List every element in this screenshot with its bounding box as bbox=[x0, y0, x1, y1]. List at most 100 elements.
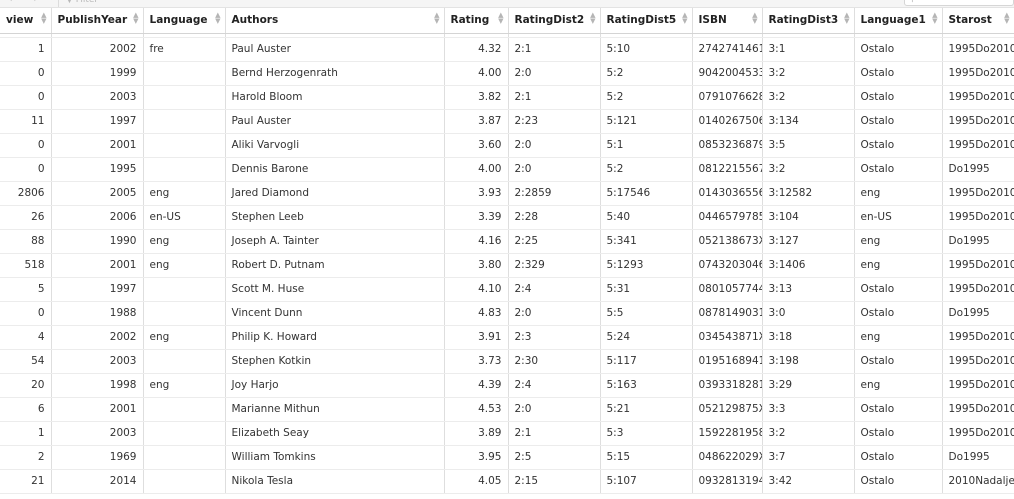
table-cell: 1995Do2010 bbox=[942, 85, 1014, 110]
table-cell: 3:0 bbox=[762, 301, 855, 326]
table-row[interactable]: 21 2014 Nikola Tesla 4.05 2:15 5:107 093281319… bbox=[0, 469, 1014, 494]
table-cell: 2:0 bbox=[508, 397, 601, 422]
column-header[interactable]: Language1 ▲ ▼ bbox=[854, 8, 943, 34]
data-table: view ▲ ▼ PublishYear ▲ ▼ Language ▲ ▼ Authors ▲ ▼ Ra… bbox=[0, 8, 1014, 494]
table-cell: 0743203046 bbox=[692, 253, 763, 278]
table-row[interactable]: 20 1998 eng Joy Harjo 4.39 2:4 5:163 0393318281… bbox=[0, 373, 1014, 398]
table-row[interactable]: 1 2002 fre Paul Auster 4.32 2:1 5:10 2742741461… bbox=[0, 37, 1014, 62]
table-row[interactable]: 0 2001 Aliki Varvogli 3.60 2:0 5:1 0853236879 3… bbox=[0, 133, 1014, 158]
column-header-label: ISBN bbox=[698, 14, 727, 27]
table-cell: en-US bbox=[143, 205, 226, 230]
sort-icon[interactable]: ▲ ▼ bbox=[752, 11, 758, 25]
sort-icon[interactable]: ▲ ▼ bbox=[133, 11, 139, 25]
column-header[interactable]: Authors ▲ ▼ bbox=[225, 8, 445, 34]
table-cell: 5:40 bbox=[600, 205, 693, 230]
table-cell bbox=[143, 349, 226, 374]
table-cell: Stephen Leeb bbox=[225, 205, 445, 230]
table-cell: 1998 bbox=[51, 373, 144, 398]
table-cell: 6 bbox=[0, 397, 52, 422]
column-header[interactable]: Language ▲ ▼ bbox=[143, 8, 226, 34]
table-cell: 4.39 bbox=[444, 373, 509, 398]
search-input[interactable]: ⚲ bbox=[904, 0, 1014, 6]
sort-icon[interactable]: ▲ ▼ bbox=[590, 11, 596, 25]
table-cell: 5:2 bbox=[600, 85, 693, 110]
table-cell bbox=[143, 85, 226, 110]
sort-icon[interactable]: ▲ ▼ bbox=[215, 11, 221, 25]
table-cell: Ostalo bbox=[854, 85, 943, 110]
sort-icon[interactable]: ▲ ▼ bbox=[932, 11, 938, 25]
table-cell: 1990 bbox=[51, 229, 144, 254]
table-cell: 3.39 bbox=[444, 205, 509, 230]
table-cell: 1995Do2010 bbox=[942, 373, 1014, 398]
table-row[interactable]: 88 1990 eng Joseph A. Tainter 4.16 2:25 5:341 0… bbox=[0, 229, 1014, 254]
arrow-left-icon[interactable]: ← bbox=[9, 0, 17, 5]
table-cell: 3:2 bbox=[762, 157, 855, 182]
sort-icon[interactable]: ▲ ▼ bbox=[41, 11, 47, 25]
column-header[interactable]: RatingDist2 ▲ ▼ bbox=[508, 8, 601, 34]
table-cell: eng bbox=[143, 229, 226, 254]
table-cell: Ostalo bbox=[854, 397, 943, 422]
column-header[interactable]: Starost ▲ ▼ bbox=[942, 8, 1014, 34]
table-row[interactable]: 2 1969 William Tomkins 3.95 2:5 5:15 048622029… bbox=[0, 445, 1014, 470]
table-row[interactable]: 0 1995 Dennis Barone 4.00 2:0 5:2 0812215567 3:… bbox=[0, 157, 1014, 182]
table-cell: 1 bbox=[0, 421, 52, 446]
table-cell: 048622029X bbox=[692, 445, 763, 470]
table-cell: 5:31 bbox=[600, 277, 693, 302]
table-row[interactable]: 0 1988 Vincent Dunn 4.83 2:0 5:5 0878149031 3:0… bbox=[0, 301, 1014, 326]
table-cell: Philip K. Howard bbox=[225, 325, 445, 350]
table-row[interactable]: 26 2006 en-US Stephen Leeb 3.39 2:28 5:40 04465… bbox=[0, 205, 1014, 230]
table-row[interactable]: 518 2001 eng Robert D. Putnam 3.80 2:329 5:129… bbox=[0, 253, 1014, 278]
table-row[interactable]: 2806 2005 eng Jared Diamond 3.93 2:2859 5:1754… bbox=[0, 181, 1014, 206]
table-cell: Ostalo bbox=[854, 157, 943, 182]
sort-icon[interactable]: ▲ ▼ bbox=[1004, 11, 1010, 25]
table-cell: 3.80 bbox=[444, 253, 509, 278]
arrow-right-icon[interactable]: → bbox=[29, 0, 37, 5]
table-row[interactable]: 54 2003 Stephen Kotkin 3.73 2:30 5:117 0195168… bbox=[0, 349, 1014, 374]
table-row[interactable]: 0 2003 Harold Bloom 3.82 2:1 5:2 0791076628 3:2… bbox=[0, 85, 1014, 110]
table-cell: 3.87 bbox=[444, 109, 509, 134]
sort-icon[interactable]: ▲ ▼ bbox=[434, 11, 440, 25]
table-cell: 2002 bbox=[51, 37, 144, 62]
table-cell: 2:1 bbox=[508, 421, 601, 446]
column-header[interactable]: PublishYear ▲ ▼ bbox=[51, 8, 144, 34]
column-header[interactable]: RatingDist5 ▲ ▼ bbox=[600, 8, 693, 34]
table-cell: 3.89 bbox=[444, 421, 509, 446]
table-cell: 1995 bbox=[51, 157, 144, 182]
table-cell: 4.16 bbox=[444, 229, 509, 254]
table-row[interactable]: 4 2002 eng Philip K. Howard 3.91 2:3 5:24 03454… bbox=[0, 325, 1014, 350]
table-row[interactable]: 6 2001 Marianne Mithun 4.53 2:0 5:21 052129875… bbox=[0, 397, 1014, 422]
table-row[interactable]: 11 1997 Paul Auster 3.87 2:23 5:121 0140267506… bbox=[0, 109, 1014, 134]
table-cell: 1995Do2010 bbox=[942, 397, 1014, 422]
table-cell: 2003 bbox=[51, 421, 144, 446]
table-cell: 5:2 bbox=[600, 61, 693, 86]
table-row[interactable]: 0 1999 Bernd Herzogenrath 4.00 2:0 5:2 9042004… bbox=[0, 61, 1014, 86]
table-cell: 2:0 bbox=[508, 61, 601, 86]
column-header-label: RatingDist2 bbox=[514, 14, 585, 27]
table-cell: Dennis Barone bbox=[225, 157, 445, 182]
column-header[interactable]: ISBN ▲ ▼ bbox=[692, 8, 763, 34]
column-header[interactable]: RatingDist3 ▲ ▼ bbox=[762, 8, 855, 34]
table-cell: Ostalo bbox=[854, 133, 943, 158]
table-cell: Paul Auster bbox=[225, 109, 445, 134]
table-cell: 4.83 bbox=[444, 301, 509, 326]
table-cell: 5:5 bbox=[600, 301, 693, 326]
column-header[interactable]: view ▲ ▼ bbox=[0, 8, 52, 34]
column-header-label: Starost bbox=[948, 14, 992, 27]
filter-button[interactable]: ▼ Filter bbox=[66, 0, 98, 6]
table-cell: 1995Do2010 bbox=[942, 181, 1014, 206]
table-row[interactable]: 5 1997 Scott M. Huse 4.10 2:4 5:31 0801057744 3… bbox=[0, 277, 1014, 302]
column-header-label: Authors bbox=[231, 14, 279, 27]
table-cell: 1995Do2010 bbox=[942, 325, 1014, 350]
table-cell: 2:2859 bbox=[508, 181, 601, 206]
sort-icon[interactable]: ▲ ▼ bbox=[682, 11, 688, 25]
table-row[interactable]: 1 2003 Elizabeth Seay 3.89 2:1 5:3 1592281958 3… bbox=[0, 421, 1014, 446]
column-header-label: Language bbox=[149, 14, 208, 27]
table-cell: 3:1406 bbox=[762, 253, 855, 278]
table-cell: 0878149031 bbox=[692, 301, 763, 326]
table-cell: 2:1 bbox=[508, 37, 601, 62]
sort-icon[interactable]: ▲ ▼ bbox=[844, 11, 850, 25]
sort-icon[interactable]: ▲ ▼ bbox=[498, 11, 504, 25]
table-cell: 1995Do2010 bbox=[942, 253, 1014, 278]
table-cell: Aliki Varvogli bbox=[225, 133, 445, 158]
column-header[interactable]: Rating ▲ ▼ bbox=[444, 8, 509, 34]
